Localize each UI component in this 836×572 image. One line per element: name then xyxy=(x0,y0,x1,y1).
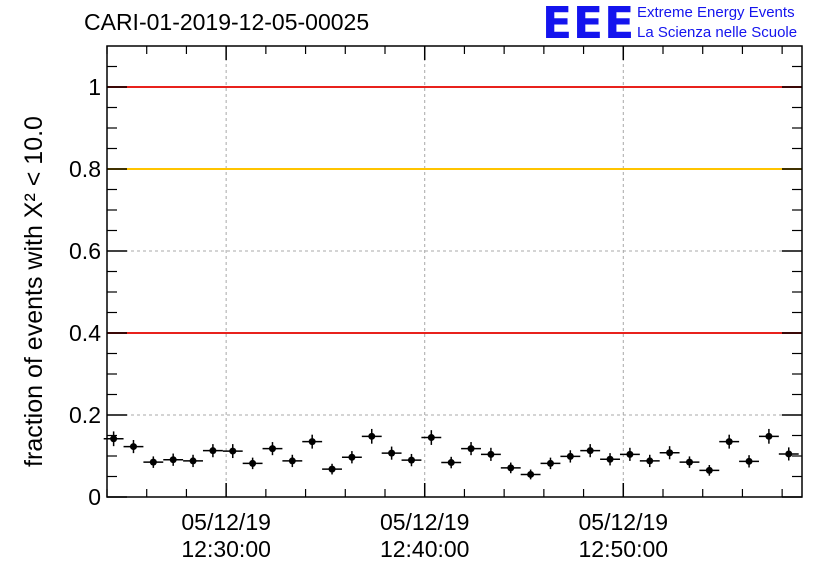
data-point xyxy=(527,470,535,478)
data-point xyxy=(586,447,594,455)
y-tick-label: 0 xyxy=(88,484,101,510)
data-point xyxy=(546,459,554,467)
x-tick-label-time: 12:40:00 xyxy=(380,536,470,562)
data-point xyxy=(388,449,396,457)
data-point xyxy=(249,459,257,467)
data-point xyxy=(785,450,793,458)
data-point xyxy=(427,434,435,442)
data-point xyxy=(447,459,455,467)
data-point xyxy=(765,432,773,440)
data-point xyxy=(407,456,415,464)
data-point xyxy=(725,438,733,446)
y-tick-label: 0.4 xyxy=(69,320,101,346)
data-point xyxy=(229,447,237,455)
data-point xyxy=(705,466,713,474)
x-tick-label-date: 05/12/19 xyxy=(579,509,669,535)
data-point xyxy=(129,443,137,451)
data-point xyxy=(666,449,674,457)
logo-text-line1: Extreme Energy Events xyxy=(637,4,795,21)
x-tick-label-date: 05/12/19 xyxy=(181,509,271,535)
data-point xyxy=(189,457,197,465)
data-point xyxy=(467,445,475,453)
data-point xyxy=(288,457,296,465)
data-point xyxy=(507,464,515,472)
x-tick-label-time: 12:30:00 xyxy=(181,536,271,562)
data-point xyxy=(110,435,118,443)
data-point xyxy=(348,453,356,461)
logo-text-line2: La Scienza nelle Scuole xyxy=(637,24,798,41)
y-tick-label: 1 xyxy=(88,74,101,100)
data-point xyxy=(685,458,693,466)
data-point xyxy=(368,432,376,440)
y-tick-label: 0.6 xyxy=(69,238,101,264)
data-point xyxy=(169,456,177,464)
data-point xyxy=(328,465,336,473)
eee-logo-mark: EEE xyxy=(542,0,636,49)
data-point xyxy=(487,450,495,458)
data-point xyxy=(606,455,614,463)
page-title: CARI-01-2019-12-05-00025 xyxy=(84,9,370,35)
data-point xyxy=(626,450,634,458)
y-tick-label: 0.8 xyxy=(69,156,101,182)
y-tick-label: 0.2 xyxy=(69,402,101,428)
data-point xyxy=(745,457,753,465)
data-point xyxy=(646,457,654,465)
x-tick-label-date: 05/12/19 xyxy=(380,509,470,535)
data-point xyxy=(308,438,316,446)
data-point xyxy=(209,447,217,455)
data-point xyxy=(268,445,276,453)
data-point xyxy=(566,452,574,460)
plot-frame xyxy=(106,45,803,498)
x-tick-label-time: 12:50:00 xyxy=(579,536,669,562)
data-point xyxy=(149,458,157,466)
y-axis-label: fraction of events with Χ² < 10.0 xyxy=(20,116,48,467)
eee-logo: EEE Extreme Energy Events La Scienza nel… xyxy=(542,2,832,46)
